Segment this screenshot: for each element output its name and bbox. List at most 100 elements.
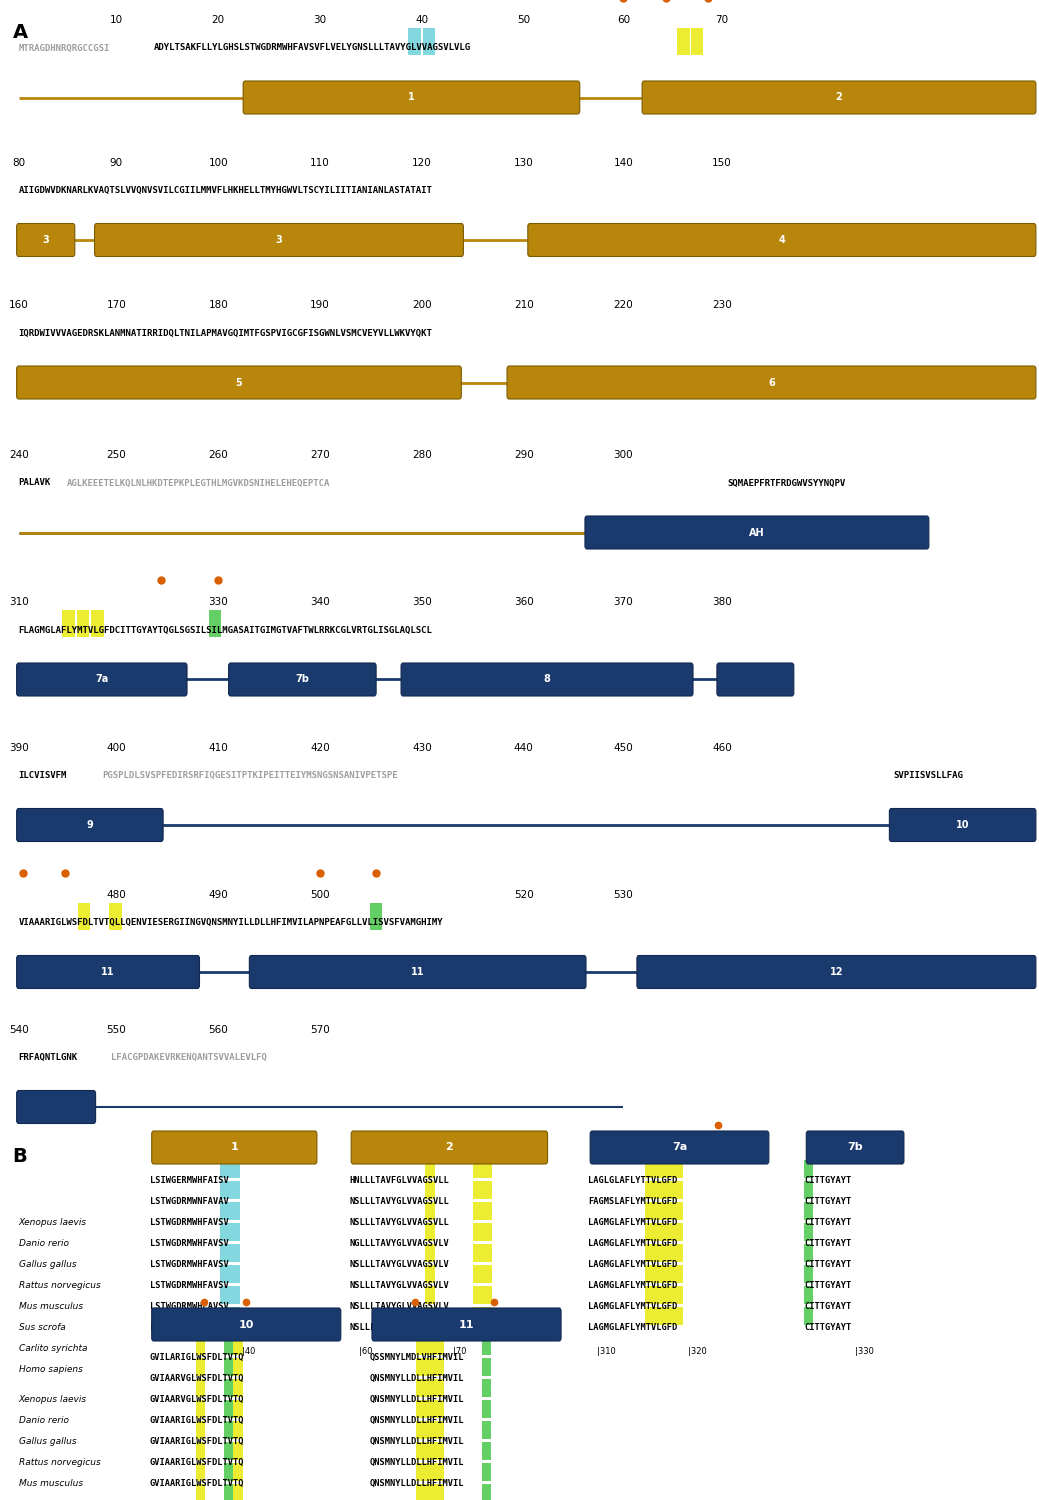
- Bar: [803, 1161, 814, 1178]
- Text: QNSMNYLLDLLHFIMVIL: QNSMNYLLDLLHFIMVIL: [370, 1416, 464, 1425]
- Bar: [78, 903, 90, 930]
- Bar: [645, 1287, 655, 1304]
- Bar: [655, 1182, 664, 1198]
- Bar: [655, 1245, 664, 1262]
- Bar: [664, 1161, 673, 1178]
- Text: 50: 50: [517, 15, 530, 26]
- Text: 380: 380: [712, 597, 732, 608]
- Text: 270: 270: [310, 450, 330, 460]
- Text: CITTGYAYT: CITTGYAYT: [804, 1239, 851, 1248]
- Text: AIIGDWVDKNARLKVAQTSLVVQNVSVILCGIILMMVFLHKHELLTMYHGWVLTSCYILIITIANIANLASTATAIT: AIIGDWVDKNARLKVAQTSLVVQNVSVILCGIILMMVFLH…: [19, 186, 432, 195]
- Bar: [233, 1443, 242, 1460]
- Bar: [655, 1306, 664, 1324]
- Bar: [434, 1338, 445, 1354]
- Bar: [416, 1338, 426, 1354]
- Bar: [220, 1306, 231, 1324]
- Bar: [220, 1161, 231, 1178]
- Text: 220: 220: [613, 300, 634, 310]
- Bar: [645, 1224, 655, 1240]
- Bar: [655, 1203, 664, 1219]
- Bar: [109, 903, 122, 930]
- Bar: [645, 1306, 655, 1324]
- Text: CITTGYAYT: CITTGYAYT: [804, 1218, 851, 1227]
- Text: SVPIISVSLLFAG: SVPIISVSLLFAG: [894, 771, 963, 780]
- Bar: [473, 1266, 482, 1282]
- Text: LSTWGDRMWHFAVSV: LSTWGDRMWHFAVSV: [150, 1260, 229, 1269]
- Bar: [482, 1287, 491, 1304]
- Bar: [426, 1485, 434, 1500]
- Text: |310: |310: [597, 1347, 616, 1356]
- Bar: [655, 1287, 664, 1304]
- Text: MTRAGDHNRQRGCCGSI: MTRAGDHNRQRGCCGSI: [19, 44, 110, 52]
- Text: 500: 500: [311, 890, 329, 900]
- Bar: [481, 1422, 490, 1438]
- Text: 310: 310: [8, 597, 29, 608]
- Bar: [426, 1443, 434, 1460]
- Text: CITTGYAYT: CITTGYAYT: [804, 1323, 851, 1332]
- Text: |320: |320: [688, 1347, 707, 1356]
- Text: LSTWGDRMWNFAVAV: LSTWGDRMWNFAVAV: [150, 1197, 229, 1206]
- Text: 11: 11: [102, 968, 114, 976]
- Text: LSIWGERMWHFAISV: LSIWGERMWHFAISV: [150, 1176, 229, 1185]
- Text: FLAGMGLAFLYMTVLGFDCITTGYAYTQGLSGSILSILMGASAITGIMGTVAFTWLRRKCGLVRTGLISGLAQLSCL: FLAGMGLAFLYMTVLGFDCITTGYAYTQGLSGSILSILMG…: [19, 626, 432, 634]
- Bar: [673, 1161, 683, 1178]
- Bar: [425, 1266, 434, 1282]
- Text: 280: 280: [411, 450, 432, 460]
- Bar: [209, 610, 221, 638]
- Bar: [673, 1224, 683, 1240]
- Text: NGLLLTAVYGLVVAGSVLV: NGLLLTAVYGLVVAGSVLV: [349, 1239, 449, 1248]
- Bar: [233, 1464, 242, 1480]
- Bar: [195, 1443, 206, 1460]
- FancyBboxPatch shape: [528, 224, 1036, 256]
- Bar: [195, 1338, 206, 1354]
- Text: LAGMGLAFLYMTVLGFD: LAGMGLAFLYMTVLGFD: [588, 1260, 677, 1269]
- FancyBboxPatch shape: [372, 1308, 561, 1341]
- Text: CITTGYAYT: CITTGYAYT: [804, 1197, 851, 1206]
- Bar: [220, 1182, 231, 1198]
- Bar: [233, 1401, 242, 1417]
- Text: Carlito syrichta: Carlito syrichta: [19, 1344, 87, 1353]
- FancyBboxPatch shape: [17, 956, 199, 988]
- Text: Homo sapiens: Homo sapiens: [19, 1365, 82, 1374]
- Bar: [223, 1401, 233, 1417]
- Text: CITTGYAYT: CITTGYAYT: [804, 1176, 851, 1185]
- Text: PGSPLDLSVSPFEDIRSRFIQGESITPTKIPEITTEIYMSNGSNSANIVPETSPE: PGSPLDLSVSPFEDIRSRFIQGESITPTKIPEITTEIYMS…: [102, 771, 398, 780]
- Text: |60: |60: [359, 1347, 373, 1356]
- Text: Mus musculus: Mus musculus: [19, 1479, 83, 1488]
- Text: 360: 360: [513, 597, 534, 608]
- Bar: [416, 1359, 426, 1376]
- Bar: [691, 28, 703, 56]
- Text: 430: 430: [411, 742, 432, 753]
- Bar: [220, 1245, 231, 1262]
- FancyBboxPatch shape: [507, 366, 1036, 399]
- Bar: [664, 1203, 673, 1219]
- Text: 1: 1: [231, 1143, 238, 1152]
- Text: 290: 290: [513, 450, 534, 460]
- Text: 210: 210: [513, 300, 534, 310]
- Bar: [62, 610, 75, 638]
- Text: 190: 190: [310, 300, 330, 310]
- Bar: [233, 1338, 242, 1354]
- Text: 240: 240: [8, 450, 29, 460]
- FancyBboxPatch shape: [642, 81, 1036, 114]
- Bar: [803, 1245, 814, 1262]
- Text: CITTGYAYT: CITTGYAYT: [804, 1281, 851, 1290]
- Bar: [482, 1306, 491, 1324]
- Text: AGLKEEETELKQLNLHKDTEPKPLEGTHLMGVKDSNIHELEHEQEPTCA: AGLKEEETELKQLNLHKDTEPKPLEGTHLMGVKDSNIHEL…: [66, 478, 329, 488]
- Bar: [223, 1359, 233, 1376]
- Text: VIAAARIGLWSFDLTVTQLLQENVIESERGIINGVQNSMNYILLDLLHFIMVILAPNPEAFGLLVLISVSFVAMGHIMY: VIAAARIGLWSFDLTVTQLLQENVIESERGIINGVQNSMN…: [19, 918, 444, 927]
- Bar: [416, 1443, 426, 1460]
- Text: 120: 120: [411, 158, 432, 168]
- Bar: [434, 1401, 445, 1417]
- Text: 390: 390: [8, 742, 29, 753]
- Bar: [481, 1443, 490, 1460]
- Bar: [231, 1287, 240, 1304]
- Text: A: A: [12, 22, 28, 42]
- Text: FRFAQNTLGNK: FRFAQNTLGNK: [19, 1053, 78, 1062]
- Text: NSLLLTAVYGLVVAGSVLL: NSLLLTAVYGLVVAGSVLL: [349, 1218, 449, 1227]
- Text: 6: 6: [768, 378, 775, 387]
- Bar: [425, 1245, 434, 1262]
- Bar: [655, 1161, 664, 1178]
- FancyBboxPatch shape: [806, 1131, 904, 1164]
- Text: 530: 530: [613, 890, 634, 900]
